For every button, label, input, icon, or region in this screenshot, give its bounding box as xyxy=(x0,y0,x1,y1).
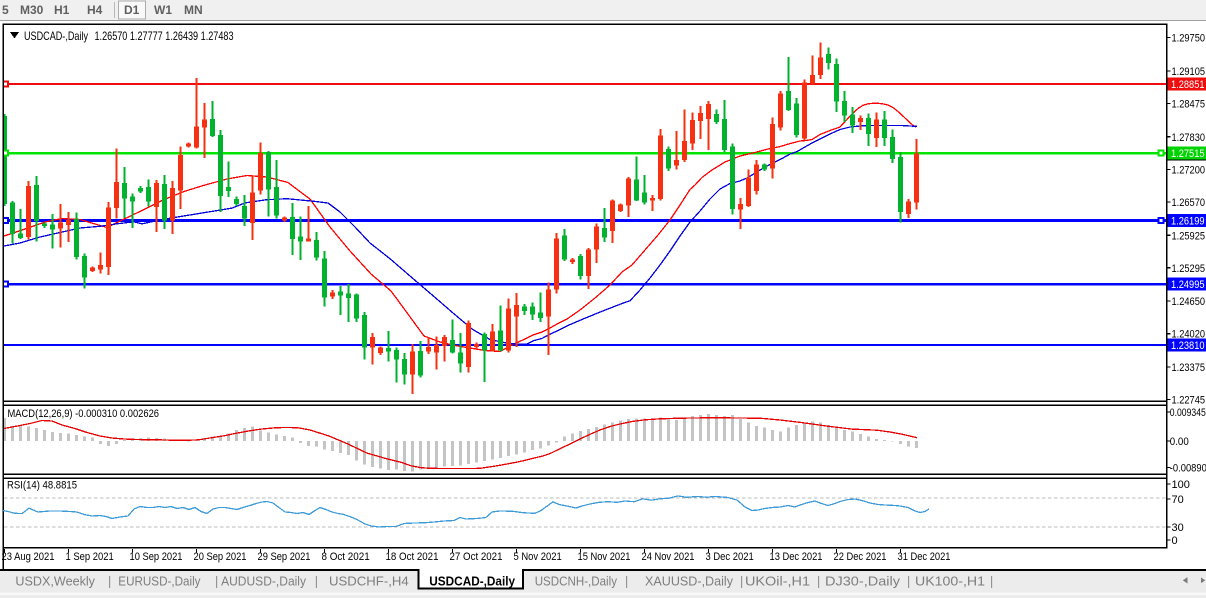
svg-text:29 Sep 2021: 29 Sep 2021 xyxy=(258,551,311,563)
svg-text:AUDUSD-,Daily: AUDUSD-,Daily xyxy=(221,574,307,588)
svg-text:EURUSD-,Daily: EURUSD-,Daily xyxy=(118,574,201,588)
svg-text:UK100-,H1: UK100-,H1 xyxy=(915,574,985,588)
svg-text:100: 100 xyxy=(1172,479,1190,491)
svg-text:USDCAD-,Daily: USDCAD-,Daily xyxy=(429,574,515,588)
svg-text:1.27515: 1.27515 xyxy=(1171,148,1205,160)
svg-text:|: | xyxy=(907,574,910,588)
svg-text:M30: M30 xyxy=(20,3,44,17)
svg-text:1.29105: 1.29105 xyxy=(1172,66,1206,78)
svg-text:0.00: 0.00 xyxy=(1170,436,1189,448)
svg-text:USDX,Weekly: USDX,Weekly xyxy=(15,574,95,588)
svg-text:1.24650: 1.24650 xyxy=(1172,296,1206,308)
svg-text:1.27200: 1.27200 xyxy=(1172,164,1206,176)
svg-text:30: 30 xyxy=(1172,522,1184,534)
svg-text:8 Oct 2021: 8 Oct 2021 xyxy=(322,551,370,563)
svg-text:1.23810: 1.23810 xyxy=(1171,340,1205,352)
svg-text:10 Sep 2021: 10 Sep 2021 xyxy=(130,551,183,563)
svg-text:24 Nov 2021: 24 Nov 2021 xyxy=(642,551,695,563)
svg-text:13 Dec 2021: 13 Dec 2021 xyxy=(770,551,823,563)
svg-text:|: | xyxy=(315,574,318,588)
svg-text:|: | xyxy=(740,574,743,588)
svg-text:5 Nov 2021: 5 Nov 2021 xyxy=(514,551,562,563)
svg-text:22 Dec 2021: 22 Dec 2021 xyxy=(834,551,887,563)
svg-text:|: | xyxy=(215,574,218,588)
svg-text:RSI(14) 48.8815: RSI(14) 48.8815 xyxy=(7,480,77,492)
svg-text:1.23375: 1.23375 xyxy=(1172,362,1206,374)
svg-text:1.22745: 1.22745 xyxy=(1172,395,1206,407)
svg-text:|: | xyxy=(625,574,628,588)
svg-text:18 Oct 2021: 18 Oct 2021 xyxy=(386,551,439,563)
svg-text:1.26570: 1.26570 xyxy=(1172,197,1206,209)
svg-text:USDCHF-,H4: USDCHF-,H4 xyxy=(329,574,409,588)
svg-text:1.27830: 1.27830 xyxy=(1172,132,1206,144)
svg-text:1.24995: 1.24995 xyxy=(1171,279,1205,291)
svg-text:0.009345: 0.009345 xyxy=(1170,407,1206,419)
svg-text:USDCAD-,Daily: USDCAD-,Daily xyxy=(24,29,88,43)
svg-text:DJ30-,Daily: DJ30-,Daily xyxy=(825,574,901,588)
svg-text:3 Dec 2021: 3 Dec 2021 xyxy=(706,551,754,563)
svg-text:5: 5 xyxy=(2,3,9,17)
svg-text:27 Oct 2021: 27 Oct 2021 xyxy=(450,551,503,563)
svg-text:MACD(12,26,9) -0.000310 0.0026: MACD(12,26,9) -0.000310 0.002626 xyxy=(8,408,160,420)
svg-text:|: | xyxy=(817,574,820,588)
svg-text:UKOil-,H1: UKOil-,H1 xyxy=(745,574,810,588)
svg-text:70: 70 xyxy=(1172,494,1184,506)
svg-text:|: | xyxy=(990,574,993,588)
svg-text:USDCNH-,Daily: USDCNH-,Daily xyxy=(535,574,618,588)
svg-text:23 Aug 2021: 23 Aug 2021 xyxy=(2,551,55,563)
svg-text:1.24020: 1.24020 xyxy=(1172,329,1206,341)
svg-text:1 Sep 2021: 1 Sep 2021 xyxy=(66,551,114,563)
svg-text:31 Dec 2021: 31 Dec 2021 xyxy=(898,551,951,563)
svg-text:D1: D1 xyxy=(124,3,140,17)
svg-text:W1: W1 xyxy=(154,3,172,17)
svg-text:1.28851: 1.28851 xyxy=(1171,79,1205,91)
svg-text:XAUUSD-,Daily: XAUUSD-,Daily xyxy=(645,574,734,588)
svg-text:1.29750: 1.29750 xyxy=(1172,33,1206,45)
svg-text:0: 0 xyxy=(1172,535,1178,547)
svg-text:1.26199: 1.26199 xyxy=(1171,216,1205,228)
svg-text:1.25925: 1.25925 xyxy=(1172,230,1206,242)
svg-text:15 Nov 2021: 15 Nov 2021 xyxy=(578,551,631,563)
svg-text:-0.00890: -0.00890 xyxy=(1170,463,1206,475)
svg-text:20 Sep 2021: 20 Sep 2021 xyxy=(194,551,247,563)
svg-text:MN: MN xyxy=(184,3,203,17)
svg-text:1.28475: 1.28475 xyxy=(1172,99,1206,111)
svg-text:H1: H1 xyxy=(54,3,70,17)
svg-text:1.26570 1.27777 1.26439 1.2748: 1.26570 1.27777 1.26439 1.27483 xyxy=(95,29,234,43)
svg-text:1.25295: 1.25295 xyxy=(1172,263,1206,275)
svg-text:|: | xyxy=(108,574,111,588)
svg-text:H4: H4 xyxy=(87,3,103,17)
